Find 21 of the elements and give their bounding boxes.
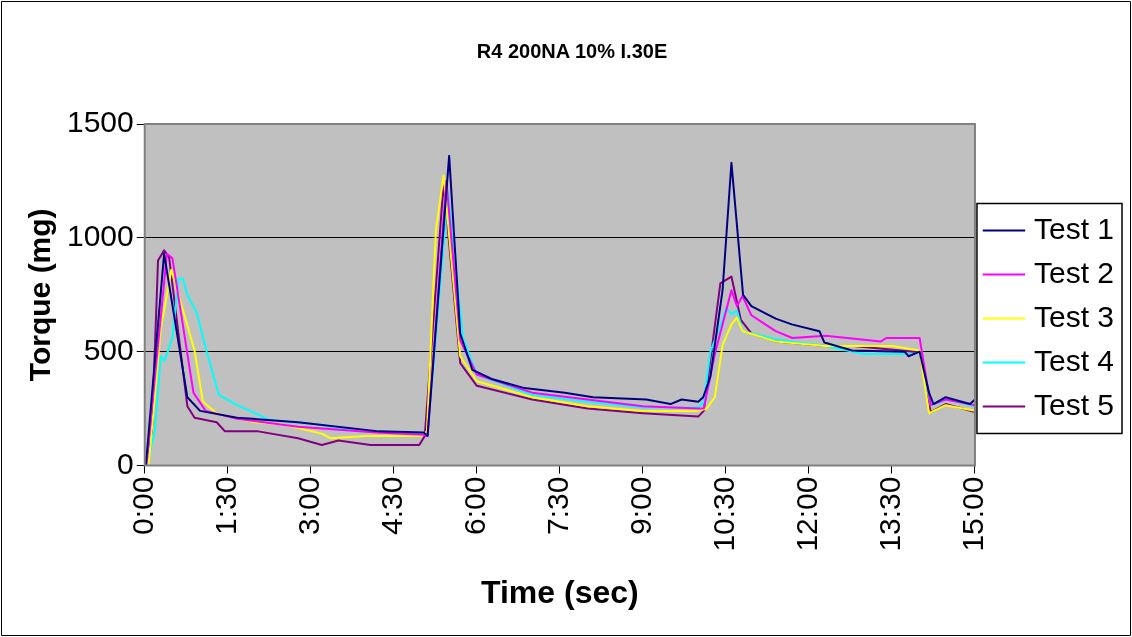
chart-title: R4 200NA 10% I.30E bbox=[476, 39, 668, 62]
x-tick-label: 3:00 bbox=[292, 476, 326, 535]
y-tick-label: 1500 bbox=[66, 105, 134, 139]
x-tick-label: 12:00 bbox=[790, 476, 824, 552]
x-tick-label: 1:30 bbox=[209, 476, 243, 535]
x-tick-label: 7:30 bbox=[541, 476, 575, 535]
legend-label: Test 3 bbox=[1033, 299, 1115, 333]
x-tick-label: 13:30 bbox=[873, 476, 907, 552]
legend-label: Test 2 bbox=[1033, 255, 1115, 289]
x-axis-title: Time (sec) bbox=[481, 573, 639, 610]
x-tick-label: 15:00 bbox=[956, 476, 990, 552]
y-tick-label: 500 bbox=[83, 332, 134, 366]
legend-label: Test 1 bbox=[1033, 211, 1115, 245]
legend-label: Test 5 bbox=[1033, 387, 1115, 421]
x-tick-label: 6:00 bbox=[458, 476, 492, 535]
x-tick-label: 9:00 bbox=[624, 476, 658, 535]
legend-label: Test 4 bbox=[1033, 343, 1115, 377]
x-tick-label: 4:30 bbox=[375, 476, 409, 535]
y-axis-title: Torque (mg) bbox=[23, 208, 57, 382]
x-tick-label: 10:30 bbox=[707, 476, 741, 552]
y-tick-label: 1000 bbox=[66, 219, 134, 253]
